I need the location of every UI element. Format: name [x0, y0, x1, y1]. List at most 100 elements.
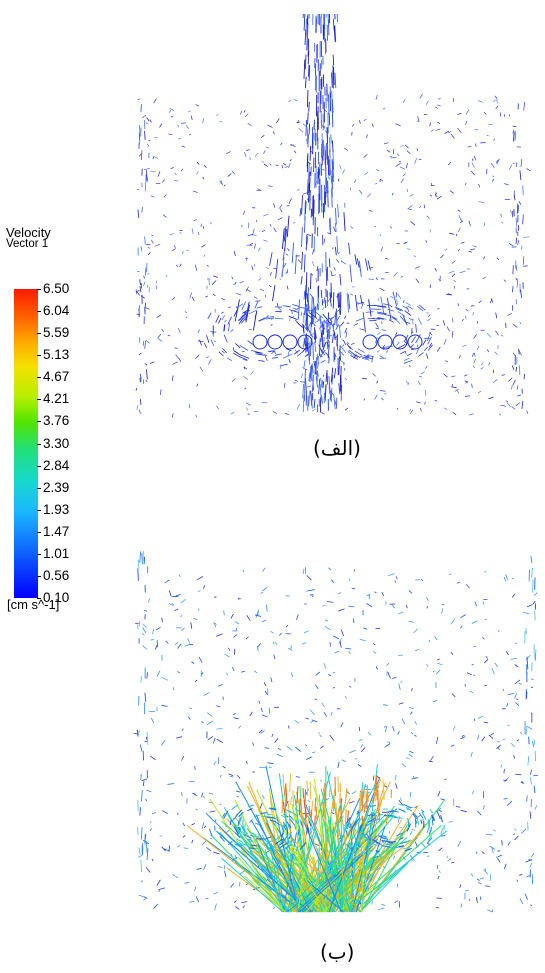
velocity-vector	[370, 811, 379, 815]
velocity-vector	[339, 274, 342, 286]
velocity-vector	[444, 130, 450, 135]
velocity-vector	[477, 100, 483, 103]
velocity-vector	[299, 819, 303, 825]
velocity-vector	[450, 651, 454, 656]
velocity-vector	[395, 163, 401, 167]
velocity-vector	[288, 315, 298, 320]
velocity-vector	[203, 864, 207, 870]
velocity-vector	[319, 384, 322, 401]
velocity-vector	[330, 321, 334, 328]
velocity-vector	[384, 257, 389, 260]
velocity-vector	[213, 851, 220, 855]
velocity-vector	[278, 773, 299, 913]
velocity-vector	[255, 220, 258, 223]
velocity-vector	[309, 171, 311, 191]
velocity-vector	[515, 698, 519, 700]
velocity-vector	[263, 239, 268, 242]
velocity-vector	[303, 630, 309, 634]
velocity-vector	[452, 317, 454, 323]
velocity-vector	[529, 862, 532, 868]
velocity-vector	[258, 278, 262, 281]
velocity-vector	[315, 357, 318, 375]
velocity-vector	[408, 753, 413, 758]
velocity-vector	[322, 323, 326, 330]
velocity-vector	[412, 813, 417, 820]
legend-label: 6.50	[43, 281, 70, 296]
velocity-vector	[270, 631, 274, 634]
velocity-vector	[239, 280, 245, 284]
velocity-vector	[507, 841, 511, 846]
velocity-vector	[310, 720, 315, 724]
legend-label: 4.21	[43, 391, 70, 407]
velocity-vector	[143, 281, 146, 286]
velocity-vector	[315, 277, 317, 283]
velocity-vector	[380, 296, 385, 315]
velocity-vector	[145, 798, 148, 802]
velocity-vector	[188, 707, 193, 710]
velocity-vector	[360, 355, 369, 360]
velocity-vector	[307, 38, 310, 57]
velocity-vector	[515, 702, 520, 706]
velocity-vector	[353, 323, 359, 326]
velocity-vector	[497, 854, 502, 858]
velocity-vector	[320, 855, 353, 913]
velocity-vector	[296, 404, 300, 410]
velocity-vector	[308, 101, 310, 112]
velocity-vector	[346, 343, 351, 350]
velocity-vector	[413, 776, 415, 779]
velocity-vector	[365, 832, 371, 841]
velocity-vector	[309, 312, 318, 319]
velocity-vector	[426, 827, 430, 834]
velocity-vector	[437, 308, 440, 310]
velocity-vector	[447, 293, 452, 296]
velocity-vector	[194, 679, 198, 682]
velocity-vector	[325, 370, 328, 382]
velocity-vector	[198, 656, 203, 663]
velocity-vector	[279, 204, 283, 208]
velocity-vector	[327, 190, 329, 208]
velocity-vector	[243, 366, 246, 370]
legend-label: 5.59	[43, 325, 70, 341]
velocity-vector	[236, 796, 240, 798]
velocity-vector	[283, 382, 286, 388]
velocity-vector	[193, 617, 198, 621]
velocity-vector	[197, 329, 200, 334]
velocity-vector	[249, 242, 254, 246]
velocity-vector	[201, 672, 204, 675]
velocity-vector	[467, 146, 472, 148]
velocity-vector	[358, 738, 363, 742]
velocity-vector	[506, 800, 513, 806]
velocity-vector	[373, 226, 376, 228]
velocity-vector	[328, 14, 331, 24]
velocity-vector	[471, 620, 478, 624]
velocity-vector	[328, 339, 331, 344]
velocity-vector	[337, 809, 340, 827]
velocity-vector	[329, 158, 331, 176]
velocity-vector	[511, 286, 514, 293]
velocity-vector	[329, 218, 331, 231]
velocity-vector	[329, 389, 332, 401]
velocity-vector	[518, 682, 522, 685]
velocity-vector	[515, 277, 518, 281]
velocity-vector	[337, 761, 340, 769]
velocity-vector	[137, 568, 139, 581]
velocity-vector	[227, 357, 233, 362]
velocity-vector	[289, 831, 292, 837]
velocity-vector	[247, 838, 253, 841]
velocity-vector	[349, 264, 353, 282]
velocity-vector	[398, 683, 401, 691]
velocity-vector	[351, 826, 353, 834]
velocity-vector	[343, 824, 346, 827]
velocity-vector	[436, 195, 442, 200]
velocity-vector	[258, 729, 263, 734]
velocity-vector	[250, 371, 254, 375]
velocity-vector	[306, 385, 312, 388]
velocity-vector	[186, 825, 298, 913]
velocity-vector	[260, 730, 265, 734]
velocity-vector	[228, 773, 234, 776]
velocity-vector	[429, 756, 434, 761]
velocity-vector-plot-b	[133, 551, 538, 913]
velocity-vector	[367, 260, 371, 271]
velocity-vector	[442, 320, 446, 326]
velocity-vector	[435, 194, 438, 198]
